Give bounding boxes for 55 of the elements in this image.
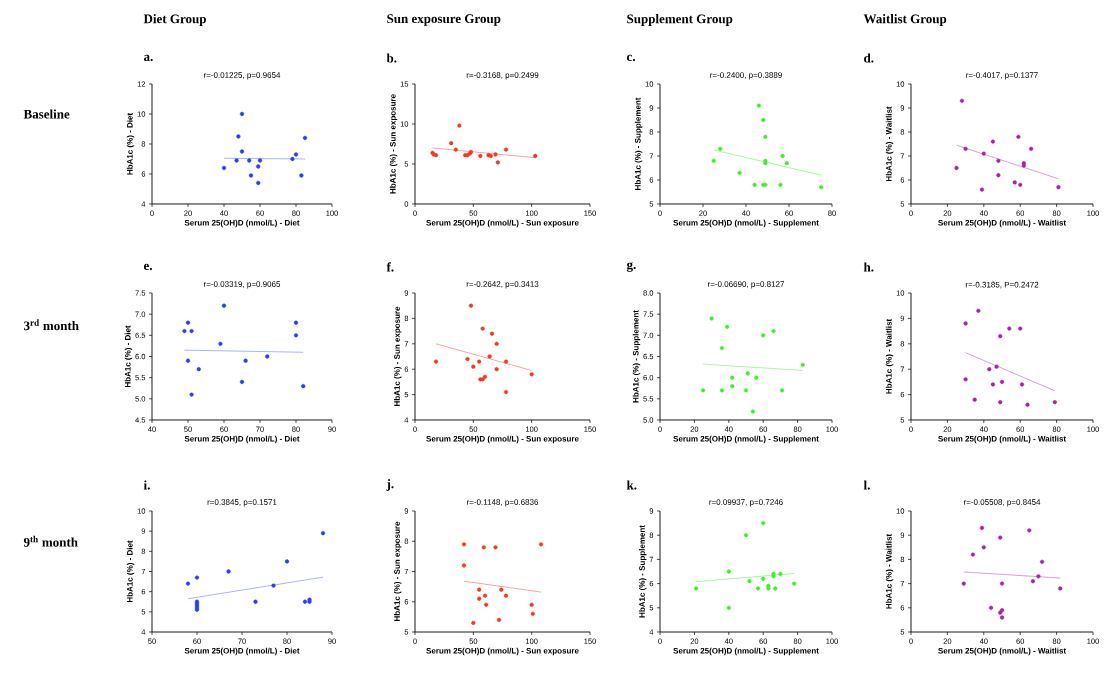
text: r=-0.2642, p=0.3413 xyxy=(466,281,539,289)
x-axis-title: Serum 25(OH)D (nmol/L) - Waitlist xyxy=(938,219,1066,228)
x-axis-title: Serum 25(OH)D (nmol/L) - Supplement xyxy=(673,219,819,228)
y-axis-title: HbA1c (%) - Supplement xyxy=(638,525,647,618)
chart-title: g. xyxy=(626,262,636,272)
chart-title: l. xyxy=(863,480,870,490)
text: 3$^{rd}$ month xyxy=(24,319,79,331)
y-axis-title: HbA1c (%) - Diet xyxy=(126,540,135,603)
text: r=-0.3168, p=0.2499 xyxy=(466,72,539,80)
x-axis-title: Serum 25(OH)D (nmol/L) - Diet xyxy=(184,647,300,656)
x-axis-title: Serum 25(OH)D (nmol/L) - Waitlist xyxy=(938,647,1066,656)
x-axis-title: Serum 25(OH)D (nmol/L) - Waitlist xyxy=(938,435,1066,444)
chart-title: f. xyxy=(386,262,394,272)
text: Waitlist Group xyxy=(863,14,947,26)
y-axis-title: HbA1c (%) - Sun exposure xyxy=(393,306,402,406)
chart-title: j. xyxy=(386,479,394,491)
chart-title: k. xyxy=(626,480,637,490)
x-axis-title: Serum 25(OH)D (nmol/L) - Diet xyxy=(184,435,300,444)
text: r=-0.05508, p=0.8454 xyxy=(964,499,1041,507)
y-axis-title: HbA1c (%) - Waitlist xyxy=(885,533,894,609)
text: 9$^{th}$ month xyxy=(23,535,78,547)
y-axis-title: HbA1c (%) - Diet xyxy=(126,112,135,175)
text: r=0.3845, p=0.1571 xyxy=(207,499,277,507)
y-axis-title: HbA1c (%) - Supplement xyxy=(632,310,641,403)
chart-title: c. xyxy=(626,54,635,62)
text: Baseline xyxy=(23,109,70,119)
y-axis-title: HbA1c (%) - Sun exposure xyxy=(389,94,398,194)
text: Sun exposure Group xyxy=(387,14,501,26)
chart-title: d. xyxy=(864,53,874,63)
text: r=-0.06690, p=0.8127 xyxy=(708,281,785,289)
text: r=-0.2400, p=0.3889 xyxy=(710,72,782,80)
x-axis-title: Serum 25(OH)D (nmol/L) - Sun exposure xyxy=(426,647,579,656)
chart-title: a. xyxy=(143,54,153,62)
text: Diet Group xyxy=(143,14,206,26)
y-axis-title: HbA1c (%) - Sun exposure xyxy=(393,521,402,621)
text: r=-0.1148, p=0.6836 xyxy=(467,499,539,507)
x-axis-title: Serum 25(OH)D (nmol/L) - Sun exposure xyxy=(426,435,579,444)
x-axis-title: Serum 25(OH)D (nmol/L) - Supplement xyxy=(673,647,819,656)
y-axis-title: HbA1c (%) - Waitlist xyxy=(885,318,894,394)
chart-title: h. xyxy=(863,262,874,272)
chart-title: i. xyxy=(143,480,150,490)
text: r=-0.4017, p=0.1377 xyxy=(966,72,1038,80)
x-axis-title: Serum 25(OH)D (nmol/L) - Diet xyxy=(184,219,300,228)
text: Supplement Group xyxy=(627,14,733,26)
text: r=-0.03319, p=0.9065 xyxy=(204,281,281,289)
text: r=-0.01225, p=0.9654 xyxy=(204,72,281,80)
y-axis-title: HbA1c (%) - Waitlist xyxy=(885,106,894,182)
chart-title: e. xyxy=(143,263,152,271)
x-axis-title: Serum 25(OH)D (nmol/L) - Supplement xyxy=(673,435,819,444)
y-axis-title: HbA1c (%) - Supplement xyxy=(634,97,643,190)
y-axis-title: HbA1c (%) - Diet xyxy=(124,325,133,388)
text: r=-0.3185, P=0.2472 xyxy=(965,281,1039,289)
chart-title: b. xyxy=(386,53,397,63)
text: r=0.09937, p=0.7246 xyxy=(709,499,783,507)
x-axis-title: Serum 25(OH)D (nmol/L) - Sun exposure xyxy=(426,219,579,228)
